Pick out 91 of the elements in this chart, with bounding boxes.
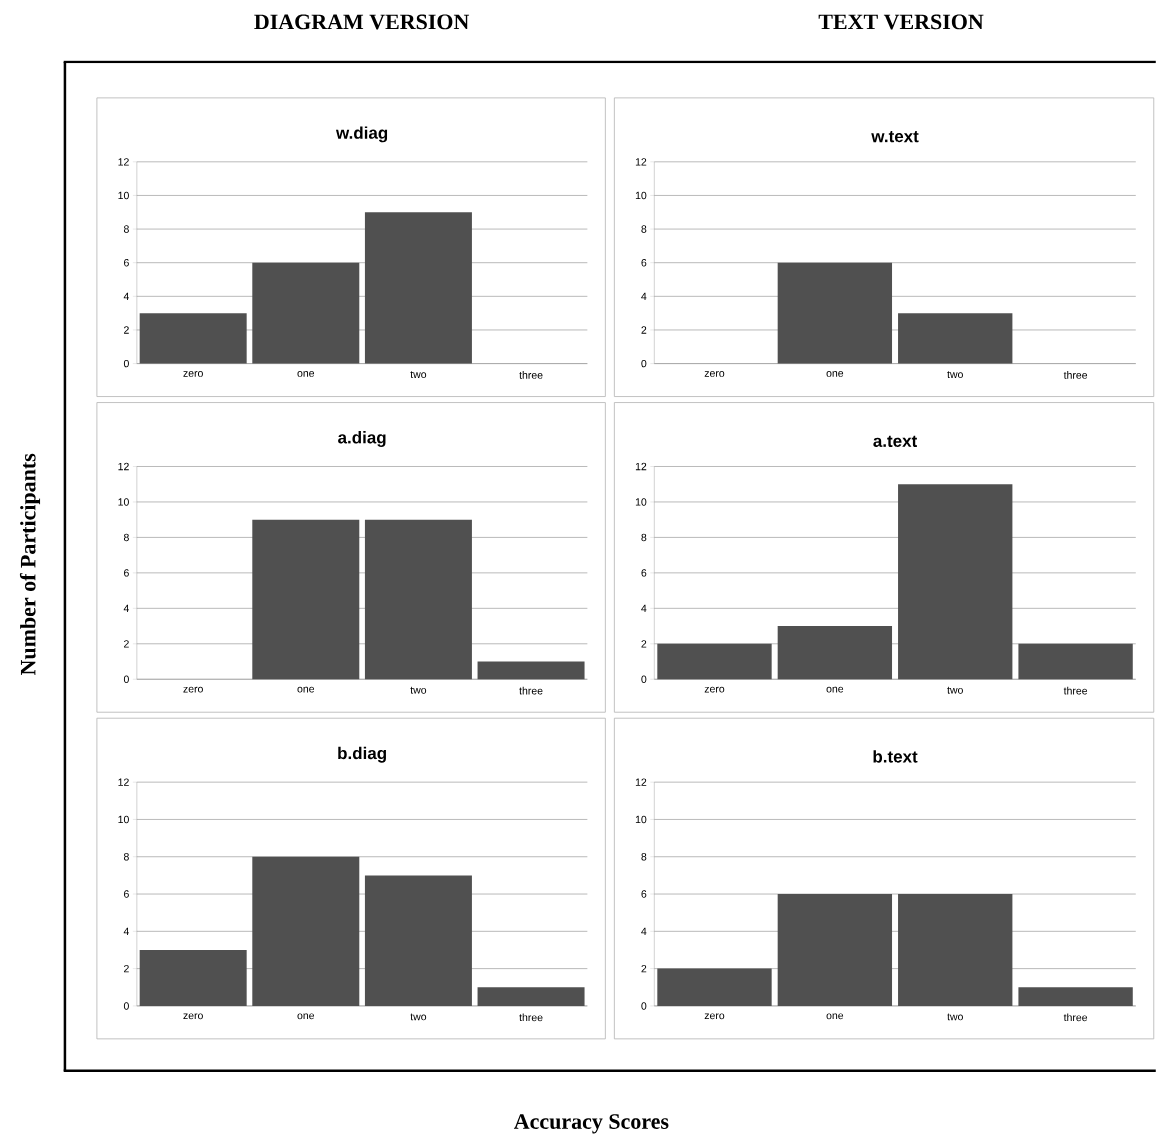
y-tick-label: 12 xyxy=(635,158,647,166)
y-tick-label: 2 xyxy=(641,965,647,973)
x-tick-label: two xyxy=(947,686,963,694)
x-tick-label: two xyxy=(410,686,427,694)
y-tick-label: 8 xyxy=(641,225,647,233)
y-tick-label: 8 xyxy=(641,533,647,542)
y-tick-label: 4 xyxy=(123,927,130,936)
bar xyxy=(777,894,893,1007)
bar xyxy=(657,968,772,1007)
bar xyxy=(252,262,360,364)
bar xyxy=(252,856,360,1007)
x-tick-label: three xyxy=(519,686,543,695)
y-tick-label: 6 xyxy=(124,569,129,577)
x-tick-label: zero xyxy=(183,371,203,377)
bar xyxy=(1018,643,1133,680)
text: DIAGRAM VERSION xyxy=(254,14,470,30)
y-tick-label: 10 xyxy=(635,191,647,200)
x-tick-label: two xyxy=(410,371,427,379)
x-tick-label: two xyxy=(947,1013,963,1021)
chart-title: w.text xyxy=(871,131,919,143)
chart-title: a.text xyxy=(873,435,918,448)
y-tick-label: 6 xyxy=(641,890,647,898)
x-tick-label: two xyxy=(947,371,963,379)
y-tick-label: 0 xyxy=(641,1002,647,1010)
y-tick-label: 4 xyxy=(641,292,647,301)
x-tick-label: zero xyxy=(704,1013,725,1020)
x-tick-label: two xyxy=(410,1013,427,1021)
y-tick-label: 6 xyxy=(641,259,647,267)
bar xyxy=(1018,987,1133,1007)
x-tick-label: three xyxy=(1063,1013,1088,1022)
y-tick-label: 10 xyxy=(118,815,129,824)
y-tick-label: 2 xyxy=(124,640,129,648)
bar xyxy=(477,987,585,1007)
y-tick-label: 8 xyxy=(123,225,129,233)
x-tick-label: three xyxy=(519,1013,543,1022)
bar xyxy=(364,212,472,364)
x-tick-label: zero xyxy=(183,686,203,693)
chart-title: a.diag xyxy=(338,431,386,448)
y-tick-label: 10 xyxy=(118,191,129,200)
x-tick-label: three xyxy=(1063,371,1088,379)
chart-title: w.diag xyxy=(335,126,388,143)
y-tick-label: 4 xyxy=(123,292,130,301)
text: TEXT VERSION xyxy=(818,14,984,30)
y-tick-label: 4 xyxy=(641,927,647,936)
y-tick-label: 0 xyxy=(123,360,129,368)
y-tick-label: 12 xyxy=(118,778,129,786)
y-tick-label: 6 xyxy=(641,569,647,577)
x-tick-label: zero xyxy=(704,371,725,377)
y-tick-label: 0 xyxy=(123,1002,129,1010)
y-tick-label: 8 xyxy=(123,853,129,861)
y-tick-label: 10 xyxy=(118,498,129,506)
bar xyxy=(898,894,1013,1007)
x-tick-label: one xyxy=(297,1013,315,1020)
bar xyxy=(657,643,772,680)
x-tick-label: three xyxy=(519,371,543,379)
x-tick-label: zero xyxy=(183,1013,203,1020)
y-tick-label: 2 xyxy=(641,326,647,334)
x-tick-label: zero xyxy=(704,686,725,693)
bar xyxy=(364,875,472,1007)
y-tick-label: 8 xyxy=(641,853,647,861)
y-tick-label: 2 xyxy=(124,965,129,973)
y-tick-label: 0 xyxy=(123,675,129,684)
y-tick-label: 12 xyxy=(635,778,647,786)
bar xyxy=(898,484,1013,680)
bar xyxy=(777,626,893,680)
x-tick-label: one xyxy=(826,1013,844,1020)
y-tick-label: 4 xyxy=(641,604,647,613)
x-tick-label: three xyxy=(1063,686,1088,695)
y-tick-label: 10 xyxy=(635,498,647,506)
bar xyxy=(139,313,247,364)
y-tick-label: 6 xyxy=(124,890,129,898)
y-tick-label: 8 xyxy=(123,533,129,542)
x-tick-label: one xyxy=(297,686,315,693)
x-tick-label: one xyxy=(297,371,315,377)
text: Number of Participants xyxy=(19,453,41,676)
y-tick-label: 0 xyxy=(641,675,647,684)
text: Accuracy Scores xyxy=(513,1114,669,1134)
y-tick-label: 2 xyxy=(641,640,647,648)
bar xyxy=(139,950,247,1007)
x-tick-label: one xyxy=(826,371,844,377)
y-tick-label: 12 xyxy=(635,462,647,471)
y-tick-label: 6 xyxy=(124,259,129,267)
chart-title: b.diag xyxy=(338,746,386,763)
y-tick-label: 12 xyxy=(118,158,129,166)
x-tick-label: one xyxy=(826,686,844,693)
chart-title: b.text xyxy=(873,750,918,763)
y-tick-label: 0 xyxy=(641,360,647,368)
y-tick-label: 4 xyxy=(123,604,130,613)
y-tick-label: 10 xyxy=(635,815,647,824)
y-tick-label: 2 xyxy=(124,326,129,334)
y-tick-label: 12 xyxy=(118,462,129,471)
